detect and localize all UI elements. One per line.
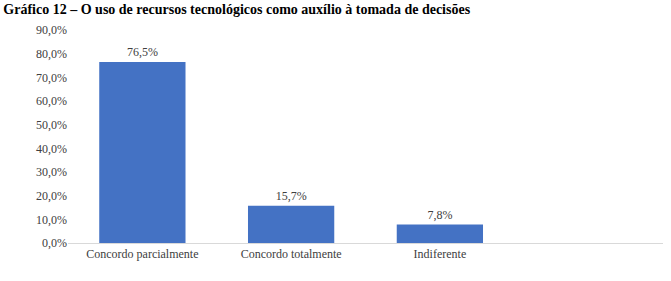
svg-text:30,0%: 30,0% bbox=[36, 165, 67, 179]
svg-text:90,0%: 90,0% bbox=[36, 23, 67, 37]
svg-text:50,0%: 50,0% bbox=[36, 118, 67, 132]
svg-text:20,0%: 20,0% bbox=[36, 189, 67, 203]
svg-text:40,0%: 40,0% bbox=[36, 142, 67, 156]
svg-text:80,0%: 80,0% bbox=[36, 47, 67, 61]
svg-text:Concordo totalmente: Concordo totalmente bbox=[241, 247, 342, 261]
svg-text:60,0%: 60,0% bbox=[36, 94, 67, 108]
svg-text:0,0%: 0,0% bbox=[42, 236, 67, 250]
svg-text:Gráfico 12 – O uso de recursos: Gráfico 12 – O uso de recursos tecnológi… bbox=[3, 2, 470, 17]
svg-text:15,7%: 15,7% bbox=[276, 189, 307, 203]
svg-text:7,8%: 7,8% bbox=[427, 208, 452, 222]
svg-text:70,0%: 70,0% bbox=[36, 71, 67, 85]
svg-text:76,5%: 76,5% bbox=[127, 45, 158, 59]
svg-text:10,0%: 10,0% bbox=[36, 213, 67, 227]
svg-text:Indiferente: Indiferente bbox=[414, 247, 467, 261]
svg-text:Concordo parcialmente: Concordo parcialmente bbox=[86, 247, 198, 261]
